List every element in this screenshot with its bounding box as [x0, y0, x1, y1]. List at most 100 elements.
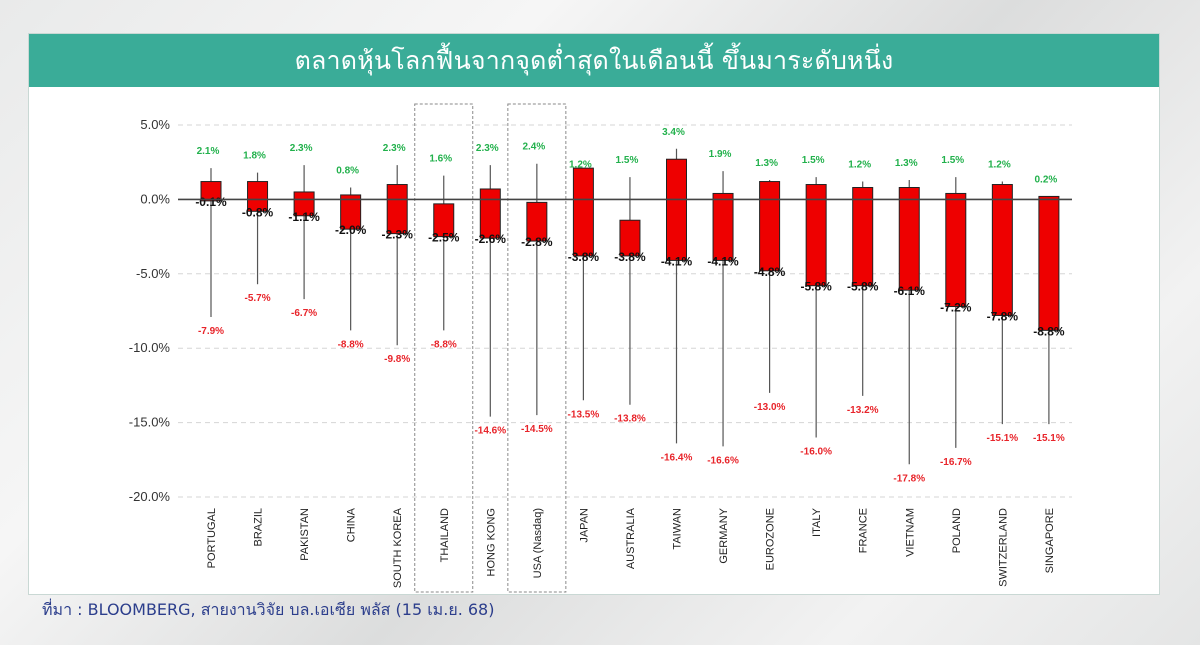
high-label: 2.3%: [383, 143, 406, 154]
high-label: 1.8%: [243, 151, 266, 162]
high-label: 0.2%: [1035, 174, 1058, 185]
category-label: FRANCE: [858, 508, 870, 553]
low-label: -15.1%: [1033, 433, 1065, 444]
low-label: -14.6%: [474, 426, 506, 437]
category-label: ITALY: [811, 507, 823, 537]
low-label: -9.8%: [384, 354, 410, 365]
high-label: 1.5%: [941, 155, 964, 166]
close-label: -4.8%: [754, 265, 786, 279]
candle-body: [479, 188, 501, 239]
high-label: 1.2%: [569, 160, 592, 171]
close-label: -2.5%: [428, 231, 460, 245]
close-label: -3.8%: [568, 250, 600, 264]
category-label: PORTUGAL: [206, 508, 218, 568]
chart-title: ตลาดหุ้นโลกฟื้นจากจุดต่ำสุดในเดือนนี้ ขึ…: [29, 34, 1159, 87]
candle-body: [852, 186, 874, 287]
y-tick-label: -5.0%: [136, 266, 170, 281]
category-label: SWITZERLAND: [997, 508, 1009, 587]
high-label: 1.5%: [802, 155, 825, 166]
high-label: 1.3%: [895, 158, 918, 169]
high-label: 2.1%: [197, 146, 220, 157]
high-label: 3.4%: [662, 127, 685, 138]
y-tick-label: -10.0%: [129, 340, 171, 355]
high-label: 1.6%: [429, 154, 452, 165]
close-label: -2.3%: [382, 228, 414, 242]
low-label: -13.5%: [568, 409, 600, 420]
low-label: -16.6%: [707, 455, 739, 466]
y-tick-label: -20.0%: [129, 489, 171, 504]
candle-body: [759, 181, 781, 272]
highlight-box: [507, 103, 567, 593]
source-note: ที่มา : BLOOMBERG, สายงานวิจัย บล.เอเซีย…: [42, 600, 495, 619]
highlight-box: [414, 103, 474, 593]
close-label: -4.1%: [707, 254, 739, 268]
category-label: USA (Nasdaq): [532, 508, 544, 578]
low-label: -14.5%: [521, 424, 553, 435]
close-label: -7.8%: [987, 309, 1019, 323]
category-label: SOUTH KOREA: [392, 507, 404, 588]
low-label: -16.0%: [800, 446, 832, 457]
high-label: 2.3%: [290, 143, 313, 154]
close-label: -0.8%: [242, 205, 274, 219]
category-label: JAPAN: [578, 508, 590, 543]
candle-body: [945, 192, 967, 308]
close-label: -4.1%: [661, 254, 693, 268]
high-label: 1.9%: [709, 149, 732, 160]
high-label: 1.2%: [988, 160, 1011, 171]
high-label: 1.3%: [755, 158, 778, 169]
low-label: -8.8%: [431, 339, 457, 350]
close-label: -2.6%: [475, 232, 507, 246]
high-label: 2.3%: [476, 143, 499, 154]
candle-body: [1038, 195, 1060, 331]
candle-body: [247, 181, 269, 212]
close-label: -1.1%: [288, 210, 320, 224]
low-label: -7.9%: [198, 326, 224, 337]
candle-body: [619, 219, 641, 257]
category-label: AUSTRALIA: [625, 507, 637, 569]
y-tick-label: -15.0%: [129, 415, 171, 430]
candle-body: [340, 194, 362, 230]
chart-panel: ตลาดหุ้นโลกฟื้นจากจุดต่ำสุดในเดือนนี้ ขึ…: [28, 33, 1160, 595]
candle-body: [572, 167, 594, 257]
candle-body: [712, 192, 734, 261]
close-label: -8.8%: [1033, 324, 1065, 338]
low-label: -13.0%: [754, 402, 786, 413]
high-label: 1.2%: [848, 160, 871, 171]
low-label: -13.8%: [614, 414, 646, 425]
low-label: -16.7%: [940, 457, 972, 468]
close-label: -5.8%: [847, 280, 879, 294]
candle-body: [898, 186, 920, 291]
category-label: HONG KONG: [485, 508, 497, 576]
close-label: -2.0%: [335, 223, 367, 237]
category-label: GERMANY: [718, 507, 730, 563]
close-label: -7.2%: [940, 301, 972, 315]
low-label: -15.1%: [987, 433, 1019, 444]
category-label: TAIWAN: [672, 508, 684, 550]
high-label: 2.4%: [522, 142, 545, 153]
category-label: PAKISTAN: [299, 508, 311, 561]
category-label: SINGAPORE: [1044, 508, 1056, 573]
category-label: POLAND: [951, 508, 963, 553]
low-label: -5.7%: [244, 293, 270, 304]
candle-body: [805, 184, 827, 287]
close-label: -0.1%: [195, 195, 227, 209]
candle-body: [293, 191, 315, 217]
y-tick-label: 5.0%: [140, 117, 170, 132]
low-label: -6.7%: [291, 308, 317, 319]
close-label: -2.8%: [521, 235, 553, 249]
y-tick-label: 0.0%: [140, 191, 170, 206]
low-label: -17.8%: [893, 473, 925, 484]
high-label: 0.8%: [336, 165, 359, 176]
candle-body: [200, 181, 222, 202]
candle-body: [991, 184, 1013, 316]
category-label: THAILAND: [439, 508, 451, 562]
low-label: -8.8%: [338, 339, 364, 350]
category-label: VIETNAM: [904, 508, 916, 557]
category-label: EUROZONE: [765, 508, 777, 570]
candle-body: [386, 184, 408, 235]
category-label: BRAZIL: [253, 508, 265, 547]
close-label: -5.8%: [800, 280, 832, 294]
candle-body: [526, 201, 548, 242]
low-label: -13.2%: [847, 405, 879, 416]
